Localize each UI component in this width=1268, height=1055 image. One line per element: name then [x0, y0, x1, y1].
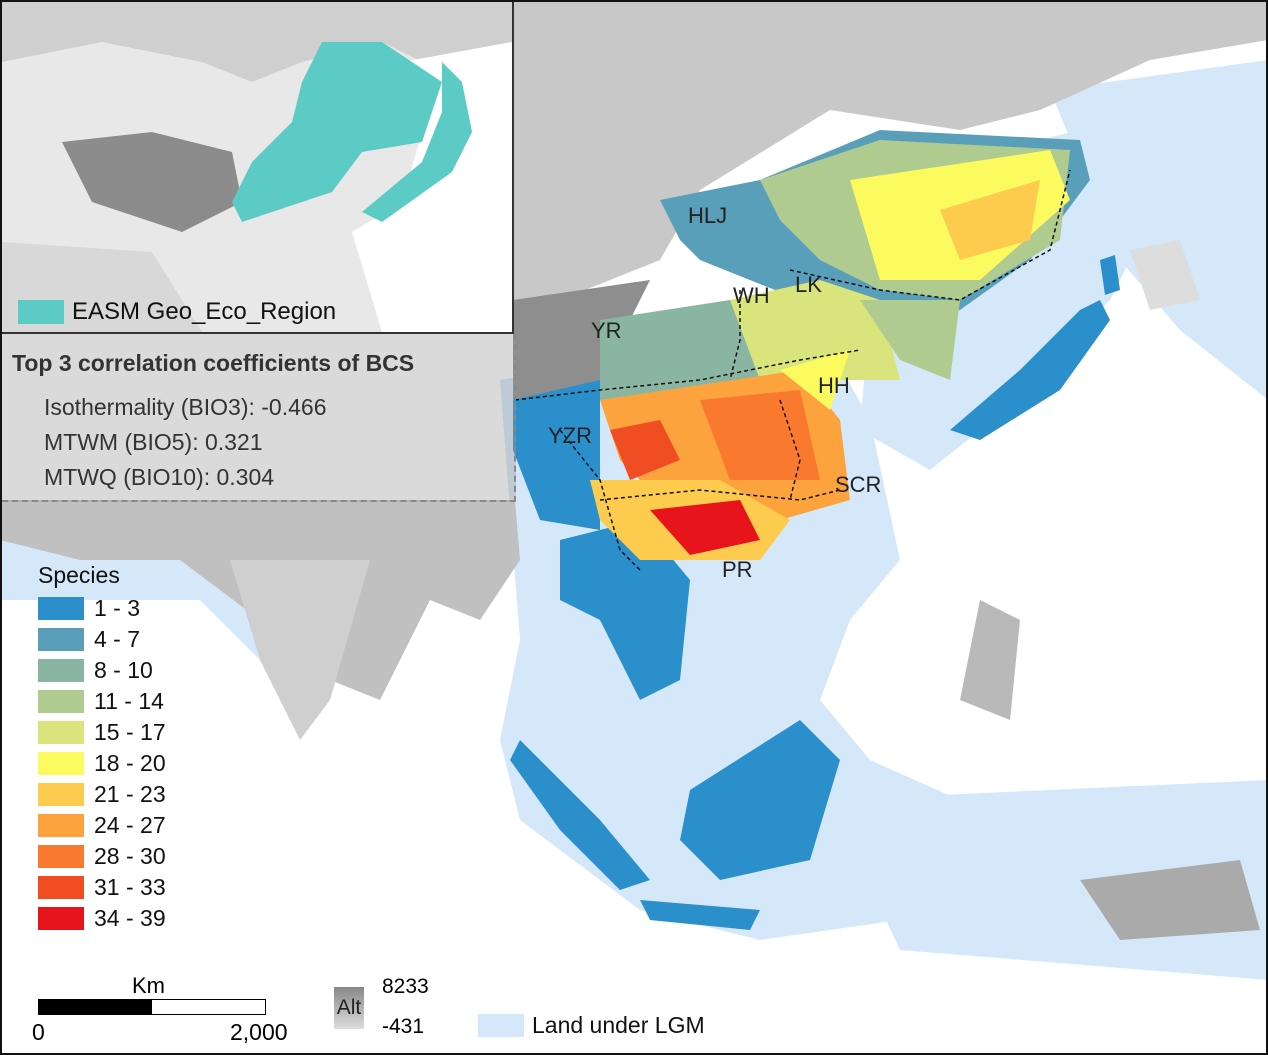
- species-legend-item: 8 - 10: [38, 655, 166, 686]
- species-legend-item: 31 - 33: [38, 872, 166, 903]
- species-class-label: 4 - 7: [94, 626, 141, 652]
- species-legend-item: 28 - 30: [38, 841, 166, 872]
- species-legend-item: 4 - 7: [38, 624, 166, 655]
- correlation-title: Top 3 correlation coefficients of BCS: [12, 350, 415, 376]
- species-swatch: [38, 907, 84, 930]
- species-class-label: 1 - 3: [94, 595, 141, 621]
- species-legend-item: 34 - 39: [38, 903, 166, 934]
- species-legend-item: 1 - 3: [38, 593, 166, 624]
- species-legend-item: 11 - 14: [38, 686, 166, 717]
- region-label-hh: HH: [818, 373, 850, 398]
- lgm-label: Land under LGM: [532, 1012, 705, 1038]
- species-swatch: [38, 752, 84, 775]
- species-swatch: [38, 690, 84, 713]
- correlation-row: MTWQ (BIO10): 0.304: [44, 464, 275, 490]
- species-legend-title: Species: [38, 562, 120, 588]
- species-class-label: 11 - 14: [94, 688, 164, 714]
- scale-unit: Km: [132, 973, 165, 998]
- species-richness-raster: [590, 140, 1070, 560]
- region-label-scr: SCR: [835, 472, 882, 497]
- species-legend-item: 24 - 27: [38, 810, 166, 841]
- species-class-label: 8 - 10: [94, 657, 153, 683]
- altitude-min: -431: [382, 1015, 425, 1038]
- correlation-row: Isothermality (BIO3): -0.466: [44, 394, 327, 420]
- easm-legend-swatch: [18, 300, 64, 324]
- scale-end: 2,000: [230, 1019, 288, 1045]
- species-swatch: [38, 814, 84, 837]
- inset-terrain: [2, 2, 512, 332]
- correlation-row: MTWM (BIO5): 0.321: [44, 429, 263, 455]
- species-swatch: [38, 597, 84, 620]
- lgm-swatch: [478, 1014, 524, 1037]
- species-class-label: 24 - 27: [94, 812, 166, 838]
- species-swatch: [38, 876, 84, 899]
- region-label-lk: LK: [795, 272, 822, 297]
- species-swatch: [38, 783, 84, 806]
- species-legend-item: 21 - 23: [38, 779, 166, 810]
- scale-start: 0: [32, 1019, 45, 1045]
- region-label-yzr: YZR: [548, 423, 592, 448]
- easm-region: [232, 42, 442, 222]
- region-label-pr: PR: [722, 557, 753, 582]
- region-label-hlj: HLJ: [688, 203, 728, 228]
- region-label-yr: YR: [591, 318, 622, 343]
- region-boundaries: [514, 169, 1071, 571]
- altitude-ramp: Alt: [334, 987, 364, 1029]
- terrain-land: [0, 0, 1268, 940]
- species-swatch: [38, 721, 84, 744]
- scale-bar-graphic: [38, 999, 266, 1015]
- species-swatch: [38, 659, 84, 682]
- species-class-label: 21 - 23: [94, 781, 166, 807]
- species-class-label: 31 - 33: [94, 874, 166, 900]
- inset-map: EASM Geo_Eco_Region: [2, 2, 514, 334]
- altitude-max: 8233: [382, 975, 429, 998]
- species-legend-item: 15 - 17: [38, 717, 166, 748]
- species-class-label: 28 - 30: [94, 843, 166, 869]
- inset-legend: EASM Geo_Eco_Region: [18, 298, 336, 326]
- species-class-label: 18 - 20: [94, 750, 166, 776]
- species-swatch: [38, 845, 84, 868]
- easm-legend-label: EASM Geo_Eco_Region: [72, 298, 337, 325]
- species-legend-item: 18 - 20: [38, 748, 166, 779]
- region-label-wh: WH: [733, 283, 770, 308]
- species-legend: Species 1 - 3 4 - 7 8 - 10 11 - 14 15 - 17 18…: [38, 562, 166, 934]
- species-class-label: 34 - 39: [94, 905, 166, 931]
- species-class-label: 15 - 17: [94, 719, 166, 745]
- correlation-box: Top 3 correlation coefficients of BCS Is…: [2, 334, 516, 502]
- lgm-legend: Land under LGM: [478, 1012, 705, 1039]
- species-swatch: [38, 628, 84, 651]
